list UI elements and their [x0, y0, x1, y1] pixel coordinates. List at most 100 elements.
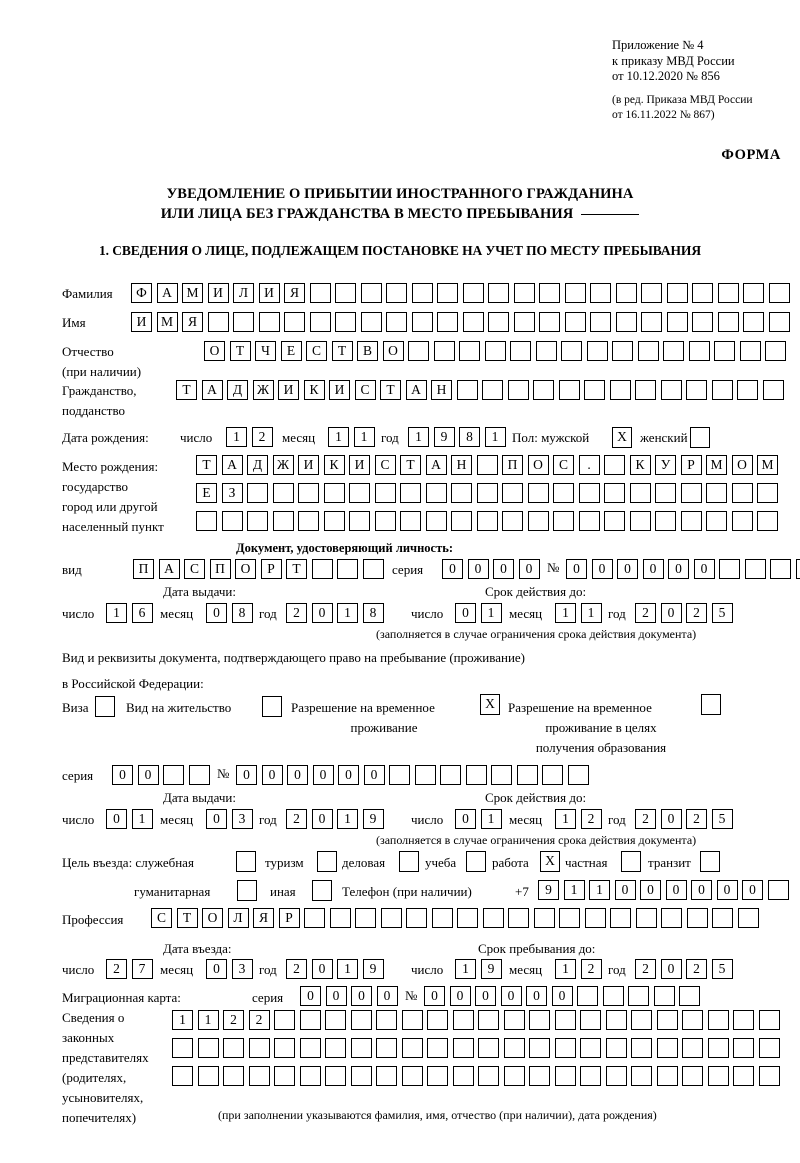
char-box[interactable] [411, 283, 433, 303]
char-box[interactable] [631, 1010, 652, 1030]
char-box[interactable]: 1 [172, 1010, 193, 1030]
char-box[interactable] [298, 511, 319, 531]
char-box[interactable]: 0 [311, 959, 333, 979]
char-box[interactable]: 2 [251, 427, 273, 447]
char-box[interactable] [577, 986, 598, 1006]
purpose-transit-checkbox[interactable] [700, 851, 720, 872]
char-box[interactable]: С [354, 380, 376, 400]
char-box[interactable] [656, 1010, 678, 1030]
char-box[interactable] [476, 455, 498, 475]
char-box[interactable] [408, 341, 429, 361]
char-box[interactable]: 1 [480, 809, 502, 829]
char-box[interactable]: 0 [351, 986, 372, 1006]
char-box[interactable]: 9 [480, 959, 502, 979]
char-box[interactable] [476, 511, 498, 531]
char-box[interactable]: А [158, 559, 180, 579]
char-box[interactable]: А [405, 380, 427, 400]
char-box[interactable]: 0 [691, 880, 712, 900]
char-box[interactable] [484, 341, 506, 361]
char-box[interactable] [604, 511, 625, 531]
char-box[interactable] [584, 380, 605, 400]
char-box[interactable] [539, 312, 560, 332]
char-box[interactable]: 0 [424, 986, 445, 1006]
char-box[interactable] [641, 312, 662, 332]
char-box[interactable] [765, 341, 786, 361]
char-box[interactable]: О [235, 559, 256, 579]
char-box[interactable] [488, 283, 509, 303]
char-box[interactable]: 2 [223, 1010, 244, 1030]
char-box[interactable]: 1 [337, 809, 358, 829]
char-box[interactable]: И [278, 380, 299, 400]
char-box[interactable] [349, 511, 370, 531]
char-box[interactable] [733, 1038, 754, 1058]
char-box[interactable] [427, 1038, 448, 1058]
char-box[interactable] [605, 1038, 627, 1058]
char-box[interactable] [682, 1066, 703, 1086]
char-box[interactable]: Ж [272, 455, 294, 475]
char-box[interactable] [196, 511, 217, 531]
char-box[interactable] [539, 283, 560, 303]
char-box[interactable]: 5 [711, 603, 733, 623]
char-box[interactable] [433, 341, 455, 361]
char-box[interactable]: 1 [580, 603, 602, 623]
char-box[interactable] [653, 986, 675, 1006]
char-box[interactable]: 0 [518, 559, 540, 579]
char-box[interactable] [533, 908, 555, 928]
char-box[interactable] [609, 380, 631, 400]
char-box[interactable]: И [258, 283, 280, 303]
char-box[interactable] [482, 908, 504, 928]
char-box[interactable] [731, 511, 753, 531]
char-box[interactable] [712, 908, 733, 928]
char-box[interactable] [411, 312, 433, 332]
char-box[interactable] [663, 341, 684, 361]
char-box[interactable] [207, 312, 229, 332]
char-box[interactable]: М [757, 455, 778, 475]
char-box[interactable] [325, 1038, 346, 1058]
char-box[interactable]: 0 [137, 765, 159, 785]
char-box[interactable] [711, 380, 733, 400]
char-box[interactable]: О [202, 908, 223, 928]
char-box[interactable]: 8 [231, 603, 253, 623]
char-box[interactable] [223, 1066, 244, 1086]
char-box[interactable] [360, 312, 382, 332]
char-box[interactable] [733, 1010, 754, 1030]
char-box[interactable]: 1 [480, 603, 502, 623]
char-box[interactable]: 0 [665, 880, 687, 900]
char-box[interactable]: И [298, 455, 319, 475]
purpose-private-checkbox[interactable] [621, 851, 641, 872]
char-box[interactable] [719, 559, 740, 579]
char-box[interactable]: И [131, 312, 152, 332]
char-box[interactable] [335, 283, 356, 303]
char-box[interactable] [431, 908, 453, 928]
char-box[interactable]: Т [176, 380, 197, 400]
char-box[interactable]: 3 [231, 959, 253, 979]
char-box[interactable] [655, 511, 676, 531]
char-box[interactable]: 0 [742, 880, 763, 900]
char-box[interactable] [452, 1038, 474, 1058]
char-box[interactable] [350, 1010, 372, 1030]
char-box[interactable] [462, 283, 484, 303]
char-box[interactable] [465, 765, 487, 785]
char-box[interactable] [507, 380, 529, 400]
char-box[interactable] [641, 283, 662, 303]
char-box[interactable] [380, 908, 402, 928]
char-box[interactable] [706, 511, 727, 531]
char-box[interactable] [717, 312, 739, 332]
char-box[interactable]: Е [280, 341, 302, 361]
char-box[interactable] [590, 312, 611, 332]
char-box[interactable]: 2 [580, 809, 602, 829]
char-box[interactable] [714, 341, 735, 361]
temp-residence-checkbox[interactable]: X [480, 694, 500, 715]
char-box[interactable] [197, 1066, 219, 1086]
char-box[interactable] [554, 1066, 576, 1086]
char-box[interactable] [707, 1010, 729, 1030]
